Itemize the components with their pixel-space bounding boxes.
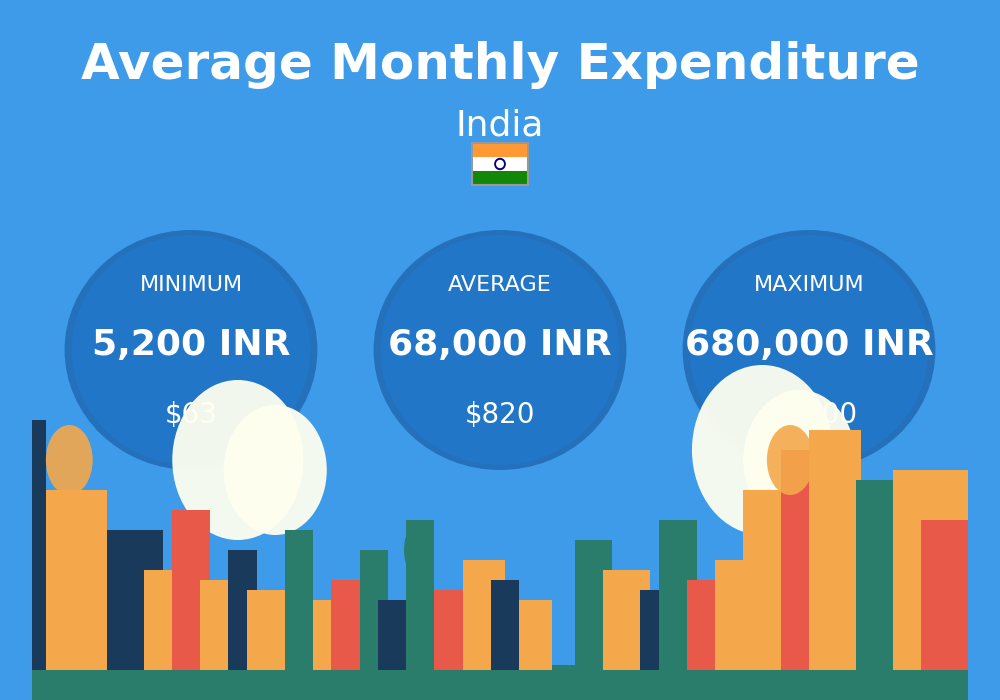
Ellipse shape [692,365,832,535]
FancyBboxPatch shape [378,600,411,670]
FancyBboxPatch shape [575,540,612,670]
Text: 680,000 INR: 680,000 INR [685,328,933,362]
FancyBboxPatch shape [32,490,107,670]
FancyBboxPatch shape [491,580,519,670]
FancyBboxPatch shape [463,560,505,670]
FancyBboxPatch shape [715,560,743,670]
Ellipse shape [690,235,928,465]
FancyBboxPatch shape [32,420,46,670]
FancyBboxPatch shape [659,520,697,670]
Text: 68,000 INR: 68,000 INR [388,328,612,362]
Text: Average Monthly Expenditure: Average Monthly Expenditure [81,41,919,89]
FancyBboxPatch shape [406,520,434,670]
Text: 5,200 INR: 5,200 INR [92,328,290,362]
Text: $820: $820 [465,401,535,429]
Circle shape [495,158,505,169]
Ellipse shape [743,390,856,530]
FancyBboxPatch shape [285,530,313,670]
Ellipse shape [767,425,814,495]
FancyBboxPatch shape [331,580,369,670]
FancyBboxPatch shape [687,580,720,670]
FancyBboxPatch shape [360,550,388,670]
Text: $8,200: $8,200 [760,401,858,429]
FancyBboxPatch shape [472,171,528,185]
FancyBboxPatch shape [603,570,650,670]
Ellipse shape [65,230,317,470]
FancyBboxPatch shape [32,665,968,700]
Ellipse shape [374,230,626,470]
Text: AVERAGE: AVERAGE [448,275,552,295]
Text: MINIMUM: MINIMUM [139,275,243,295]
Ellipse shape [224,405,327,535]
FancyBboxPatch shape [144,570,191,670]
FancyBboxPatch shape [743,490,786,670]
Ellipse shape [172,380,303,540]
FancyBboxPatch shape [313,600,341,670]
FancyBboxPatch shape [781,450,814,670]
Text: India: India [456,108,544,142]
Ellipse shape [381,235,619,465]
FancyBboxPatch shape [472,157,528,171]
FancyBboxPatch shape [107,530,163,670]
FancyBboxPatch shape [640,590,669,670]
FancyBboxPatch shape [172,510,210,670]
FancyBboxPatch shape [921,520,968,670]
FancyBboxPatch shape [434,590,472,670]
FancyBboxPatch shape [472,143,528,157]
Ellipse shape [683,230,935,470]
FancyBboxPatch shape [893,470,968,670]
FancyBboxPatch shape [519,600,552,670]
Text: MAXIMUM: MAXIMUM [754,275,864,295]
FancyBboxPatch shape [228,550,257,670]
Text: $63: $63 [165,401,217,429]
FancyBboxPatch shape [809,430,861,670]
Ellipse shape [72,235,310,465]
FancyBboxPatch shape [247,590,294,670]
Ellipse shape [404,525,427,575]
FancyBboxPatch shape [200,580,233,670]
FancyBboxPatch shape [856,480,893,670]
Ellipse shape [46,425,93,495]
Circle shape [497,160,503,167]
